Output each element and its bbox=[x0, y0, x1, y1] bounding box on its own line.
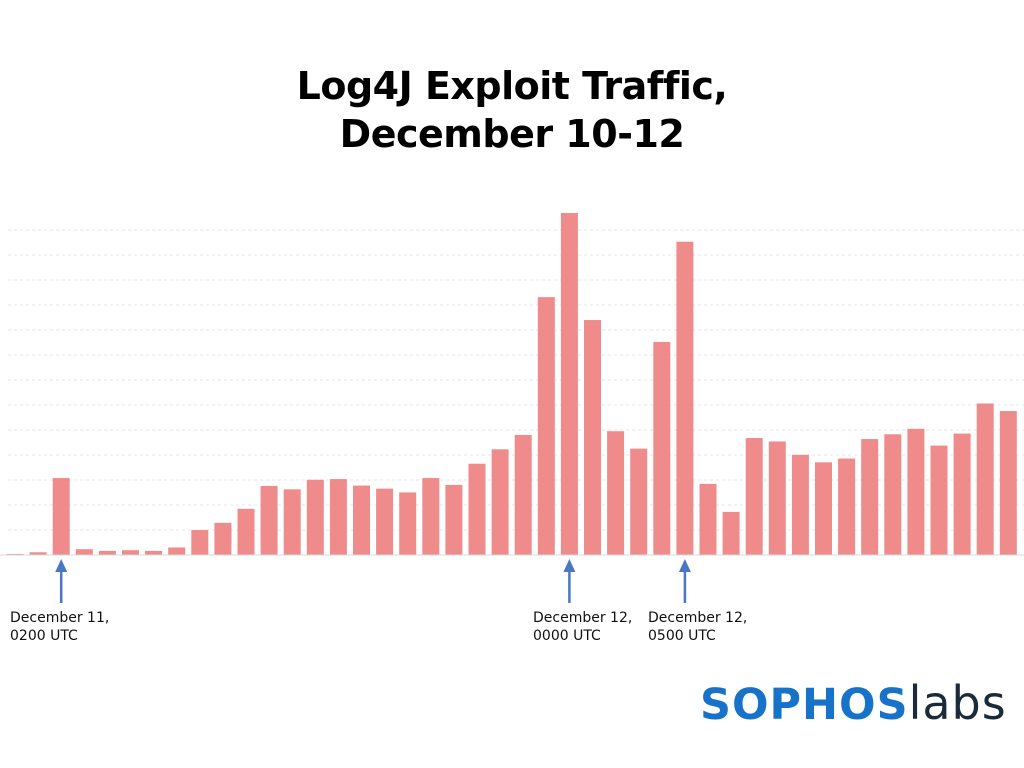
bar bbox=[214, 522, 232, 555]
bar bbox=[237, 508, 255, 555]
bar bbox=[514, 434, 532, 555]
bar bbox=[976, 403, 994, 555]
bar bbox=[607, 431, 625, 555]
bar bbox=[168, 547, 186, 555]
bar bbox=[491, 449, 509, 555]
bar bbox=[75, 549, 93, 555]
bar bbox=[422, 478, 440, 555]
bar bbox=[953, 433, 971, 555]
gridlines bbox=[8, 229, 1024, 531]
chart-title-line-2: December 10-12 bbox=[339, 112, 685, 156]
bar bbox=[815, 462, 832, 555]
bar bbox=[999, 411, 1017, 555]
bar bbox=[98, 550, 116, 555]
annotation-arrows bbox=[55, 559, 691, 603]
bar bbox=[122, 550, 139, 555]
bar bbox=[884, 434, 902, 555]
bar bbox=[376, 488, 394, 555]
bar bbox=[306, 479, 324, 555]
bar bbox=[329, 479, 347, 555]
bar bbox=[353, 485, 370, 555]
bar bbox=[907, 428, 925, 555]
chart-title: Log4J Exploit Traffic, December 10-12 bbox=[0, 62, 1024, 158]
bar bbox=[791, 454, 809, 555]
annotation-label-dec12-0500: December 12, 0500 UTC bbox=[648, 610, 748, 644]
bar bbox=[560, 213, 578, 555]
bar bbox=[191, 530, 209, 555]
annotation-arrow bbox=[678, 559, 691, 603]
bar bbox=[653, 341, 671, 555]
logo-sophos-text: SOPHOS bbox=[700, 680, 909, 730]
logo-labs-text: labs bbox=[908, 676, 1007, 730]
bar bbox=[260, 485, 278, 555]
bar bbox=[445, 484, 463, 555]
bar bbox=[861, 439, 879, 555]
bar bbox=[584, 320, 601, 555]
annotation-arrow bbox=[55, 559, 68, 603]
bar bbox=[537, 297, 555, 555]
annotation-label-dec12-0000: December 12, 0000 UTC bbox=[533, 610, 633, 644]
bar bbox=[6, 553, 24, 555]
bar bbox=[722, 511, 740, 555]
annotation-arrow bbox=[563, 559, 576, 603]
bar bbox=[676, 241, 694, 555]
sophoslabs-logo: SOPHOSlabs bbox=[700, 676, 1007, 736]
chart-title-line-1: Log4J Exploit Traffic, bbox=[296, 64, 728, 108]
bar bbox=[699, 483, 717, 555]
bar bbox=[29, 552, 47, 555]
bar bbox=[838, 458, 856, 555]
bars bbox=[6, 213, 1017, 555]
bar bbox=[52, 478, 70, 555]
bar bbox=[630, 448, 648, 555]
bar bbox=[768, 441, 786, 555]
bar bbox=[283, 489, 301, 555]
bar bbox=[145, 550, 163, 555]
bar bbox=[468, 463, 486, 555]
bar bbox=[745, 438, 763, 555]
bar bbox=[930, 445, 948, 555]
annotation-label-dec11-0200: December 11, 0200 UTC bbox=[10, 610, 110, 644]
bar bbox=[399, 492, 417, 555]
